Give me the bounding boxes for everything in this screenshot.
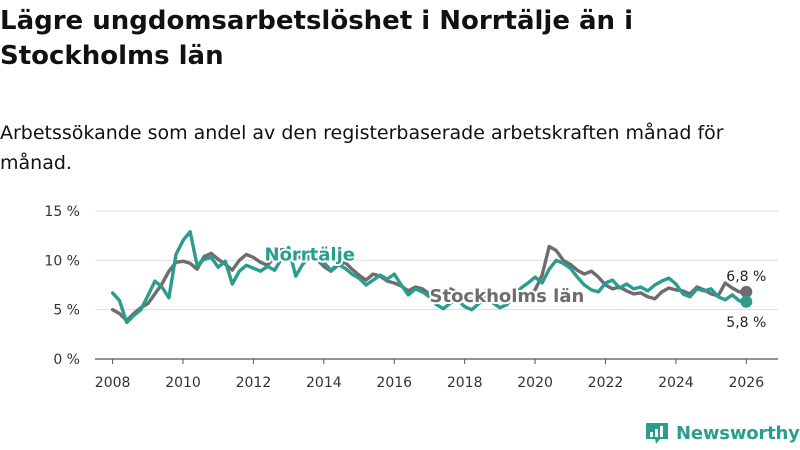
end-value-label: 5,8 %	[726, 315, 766, 331]
series-label: Norrtälje	[265, 244, 355, 265]
series-line-norrt-lje	[110, 230, 748, 325]
chart-subtitle: Arbetssökande som andel av den registerb…	[0, 122, 724, 174]
annotation-layer: 6,8 % 5,8 % Norrtälje Stockholms län	[263, 242, 767, 331]
x-tick-label: 2022	[588, 375, 624, 391]
gridlines	[95, 210, 778, 360]
y-tick-label: 10 %	[44, 253, 80, 269]
y-tick-label: 15 %	[44, 204, 80, 220]
x-tick-label: 2016	[376, 375, 412, 391]
x-axis: 0 % 5 % 10 % 15 % 2008 2010 2012 2014 2016 2018 20…	[44, 204, 764, 391]
x-tick-label: 2018	[447, 375, 483, 391]
end-point-stockholms-l-n	[740, 285, 753, 298]
x-tick-label: 2010	[165, 375, 201, 391]
x-tick-label: 2008	[95, 375, 131, 391]
y-tick-label: 0 %	[53, 352, 80, 368]
x-tick-label: 2012	[236, 375, 272, 391]
end-value-label: 6,8 %	[726, 269, 766, 285]
series-line-stockholms-l-n	[110, 244, 748, 323]
x-tick-label: 2024	[658, 375, 694, 391]
x-tick-label: 2026	[728, 375, 764, 391]
newsworthy-chart-icon	[646, 423, 668, 444]
line-chart: 6,8 % 5,8 % Norrtälje Stockholms län 0 % 5 %…	[44, 204, 778, 391]
end-point-norrt-lje	[740, 295, 753, 308]
series-layer	[110, 230, 753, 325]
newsworthy-logo[interactable]: Newsworthy	[644, 420, 800, 446]
chart-title: Lägre ungdomsarbetslöshet i Norrtälje än…	[0, 6, 634, 71]
x-tick-label: 2014	[306, 375, 342, 391]
series-label: Stockholms län	[430, 286, 585, 307]
brand-name: Newsworthy	[676, 422, 800, 444]
x-tick-label: 2020	[517, 375, 553, 391]
y-tick-label: 5 %	[53, 303, 80, 319]
